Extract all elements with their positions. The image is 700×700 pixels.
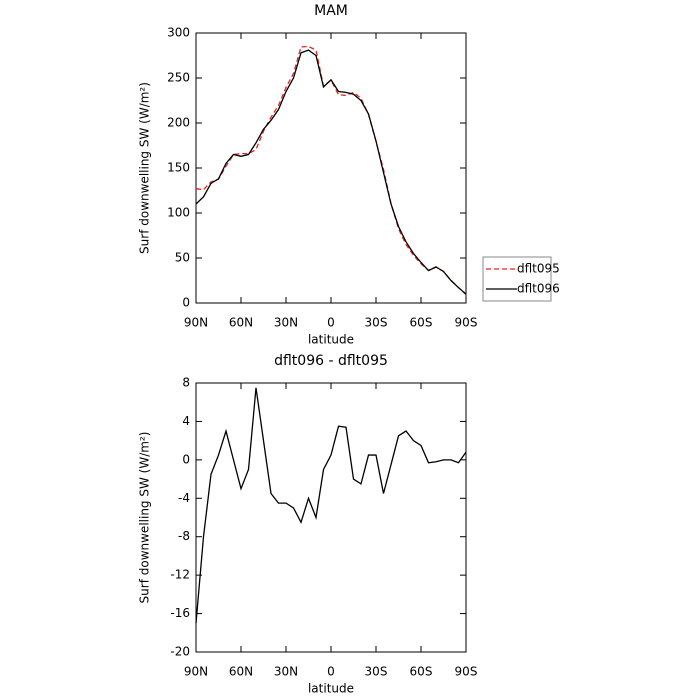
x-tick-label: 90S (455, 665, 478, 679)
x-axis-label: latitude (308, 333, 354, 347)
x-tick-label: 0 (327, 316, 335, 330)
y-axis-label: Surf downwelling SW (W/m²) (138, 432, 152, 604)
x-tick-label: 30S (365, 316, 388, 330)
y-axis-label: Surf downwelling SW (W/m²) (138, 82, 152, 254)
x-tick-label: 30S (365, 665, 388, 679)
x-tick-label: 60S (410, 316, 433, 330)
chart-title: MAM (314, 3, 348, 19)
x-axis-label: latitude (308, 682, 354, 696)
legend-label: dflt095 (517, 262, 560, 276)
plot-frame (195, 32, 467, 304)
y-tick-label: 100 (167, 206, 190, 220)
data-line (195, 45, 467, 296)
plot-frame (195, 382, 467, 653)
y-tick-label: -4 (178, 491, 190, 505)
x-tick-label: 90S (455, 316, 478, 330)
y-tick-label: -20 (170, 645, 190, 659)
data-line (195, 49, 467, 295)
data-line (195, 387, 467, 624)
x-tick-label: 60N (229, 316, 253, 330)
x-tick-label: 90N (184, 316, 208, 330)
y-tick-label: 0 (182, 452, 190, 466)
y-tick-label: -12 (170, 568, 190, 582)
x-tick-label: 90N (184, 665, 208, 679)
y-tick-label: 250 (167, 71, 190, 85)
chart-title: dflt096 - dflt095 (274, 353, 388, 369)
x-tick-label: 60N (229, 665, 253, 679)
y-tick-label: 0 (182, 296, 190, 310)
x-tick-label: 30N (274, 665, 298, 679)
x-tick-label: 60S (410, 665, 433, 679)
y-tick-label: -8 (178, 529, 190, 543)
y-tick-label: 150 (167, 161, 190, 175)
y-tick-label: 4 (182, 414, 190, 428)
legend-label: dflt096 (517, 282, 560, 296)
y-tick-label: -16 (170, 606, 190, 620)
y-tick-label: 8 (182, 376, 190, 390)
x-tick-label: 30N (274, 316, 298, 330)
y-tick-label: 300 (167, 26, 190, 40)
legend-box (482, 256, 552, 302)
y-tick-label: 200 (167, 116, 190, 130)
y-tick-label: 50 (175, 251, 190, 265)
x-tick-label: 0 (327, 665, 335, 679)
